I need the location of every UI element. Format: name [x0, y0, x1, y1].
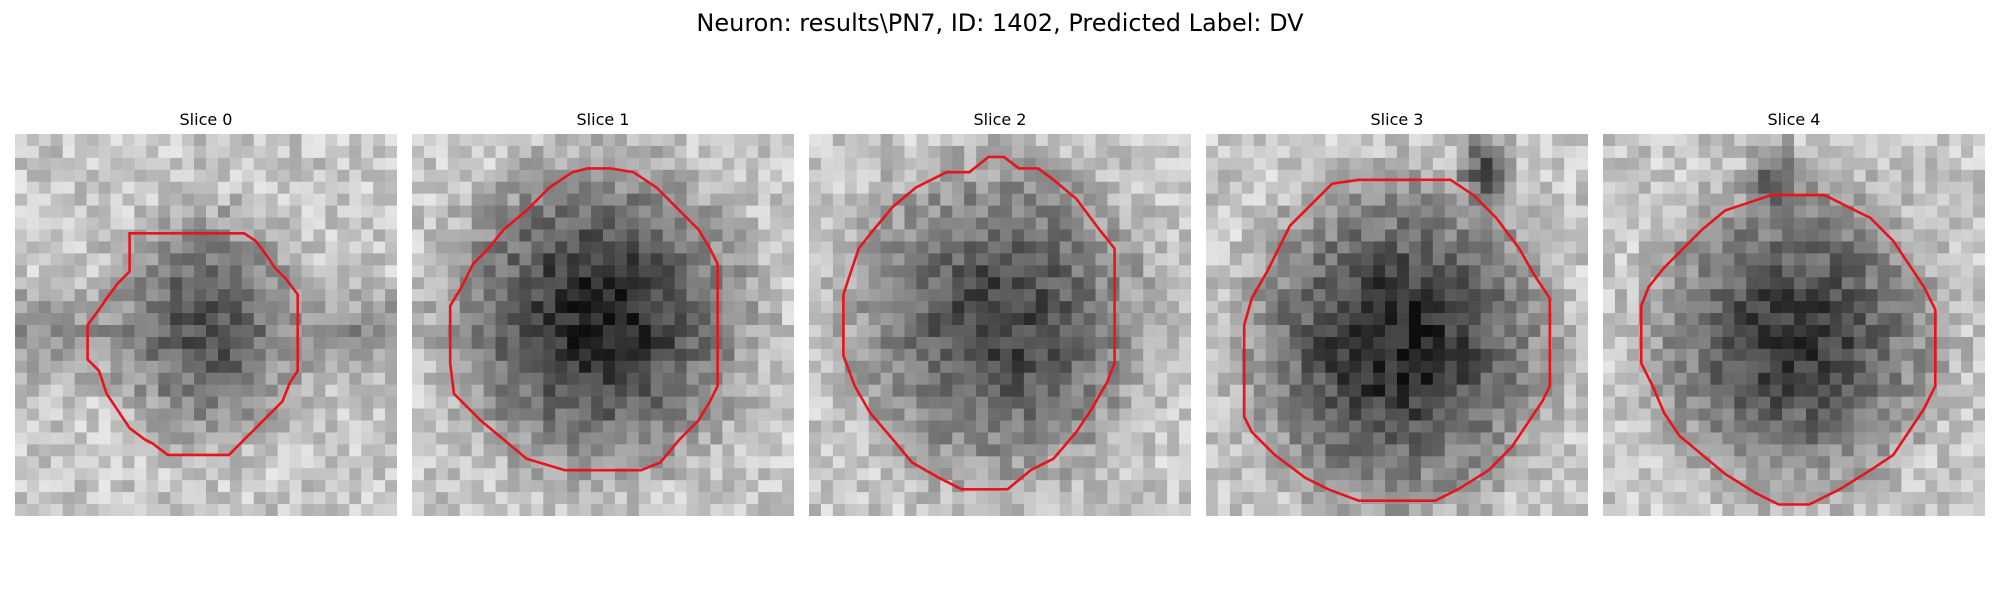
slice-title: Slice 2	[973, 110, 1027, 129]
pixel-grid	[1206, 134, 1588, 516]
segmentation-contour	[1639, 193, 1937, 506]
slice-title: Slice 3	[1370, 110, 1424, 129]
segmentation-contour	[86, 232, 300, 457]
slice-title: Slice 0	[179, 110, 233, 129]
pixel-grid	[809, 134, 1191, 516]
segmentation-contour	[842, 155, 1116, 491]
slice-image	[15, 134, 397, 516]
slice-image	[412, 134, 794, 516]
segmentation-contour	[1242, 178, 1552, 503]
pixel-grid	[15, 134, 397, 516]
slice-image	[809, 134, 1191, 516]
slice-title: Slice 4	[1767, 110, 1821, 129]
pixel-grid	[1603, 134, 1985, 516]
slice-image	[1206, 134, 1588, 516]
figure-title: Neuron: results\PN7, ID: 1402, Predicted…	[696, 9, 1304, 37]
slice-title: Slice 1	[576, 110, 630, 129]
slice-image	[1603, 134, 1985, 516]
segmentation-contour	[448, 167, 719, 472]
pixel-grid	[412, 134, 794, 516]
